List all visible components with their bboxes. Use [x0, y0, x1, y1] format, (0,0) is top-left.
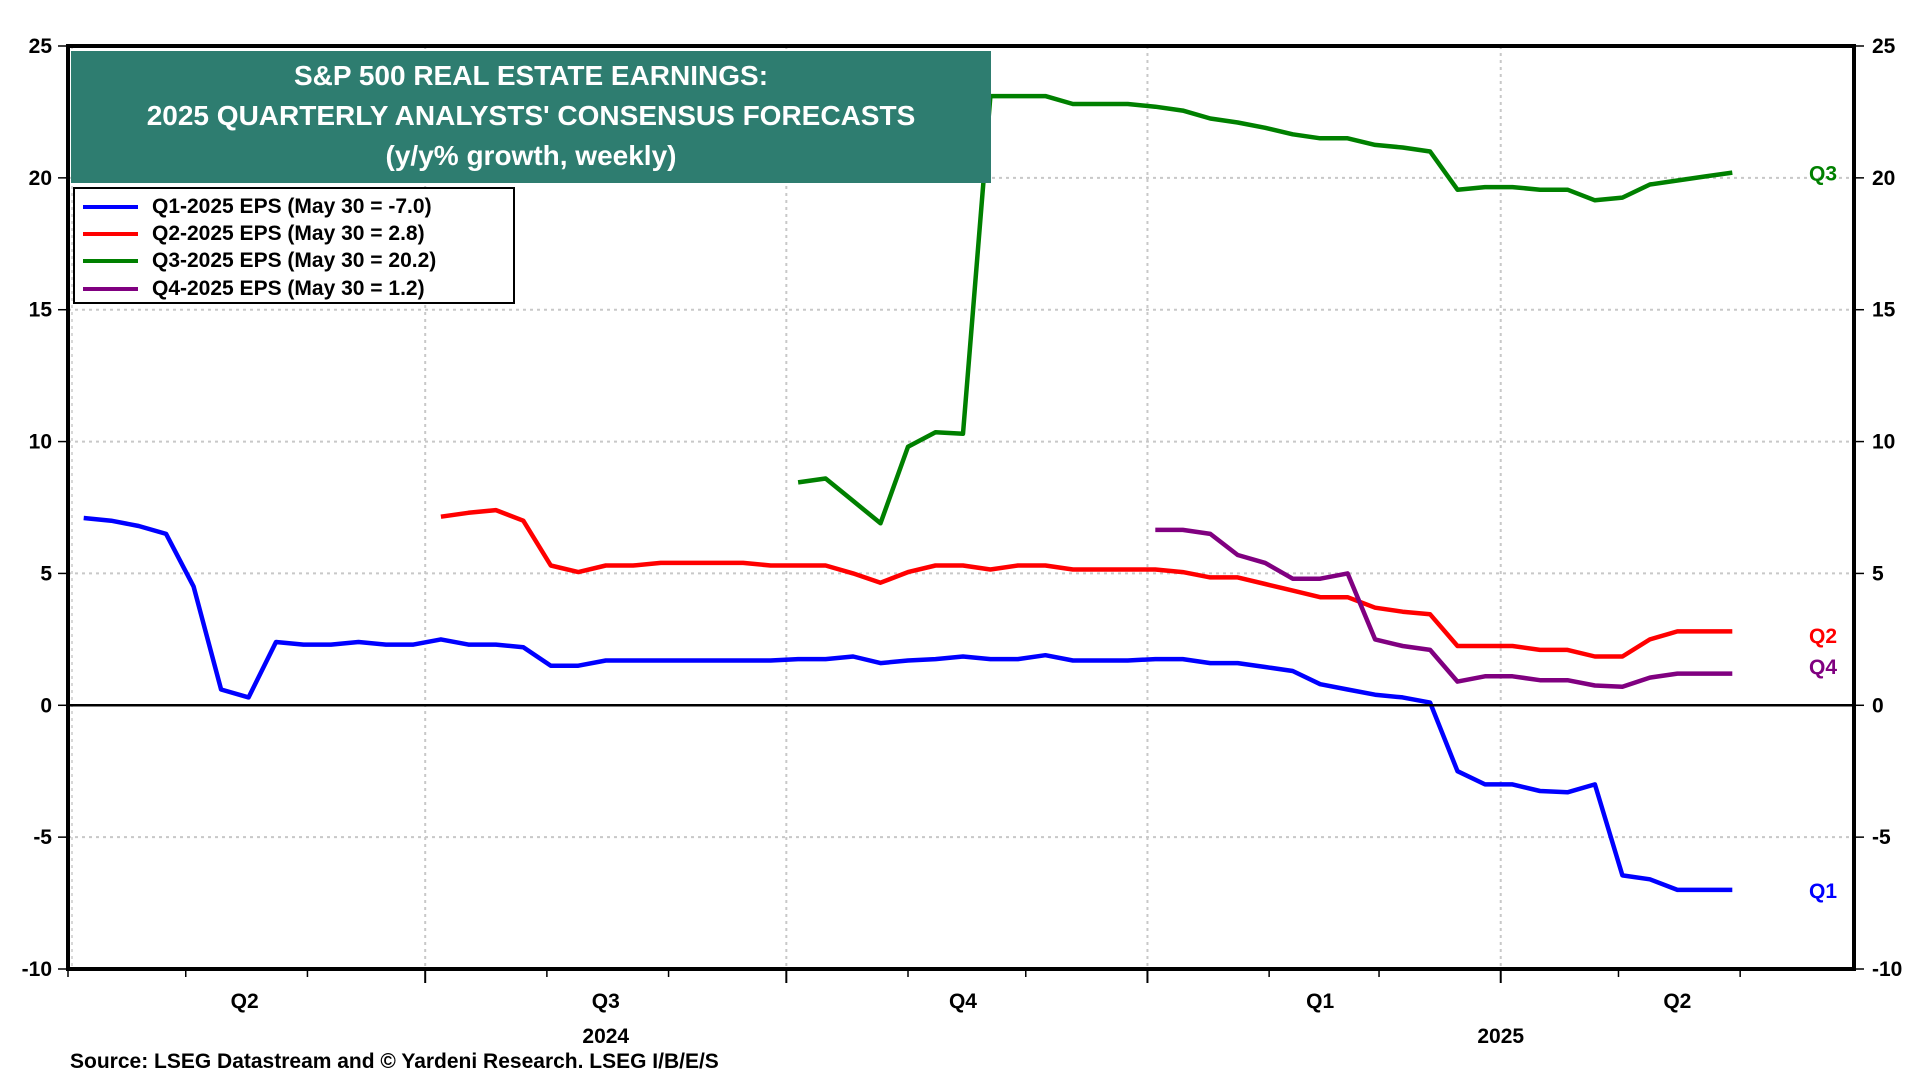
y-tick-label-right: 25: [1872, 35, 1896, 58]
plot-frame: [66, 44, 1856, 971]
chart-title-line1: S&P 500 REAL ESTATE EARNINGS:: [293, 60, 769, 91]
series-line-q2: [440, 507, 1733, 659]
legend-item-q4: Q4-2025 EPS (May 30 = 1.2): [75, 275, 513, 302]
axes: [66, 44, 1856, 971]
y-tick-label-right: 10: [1872, 431, 1895, 454]
y-tick-label-left: 15: [29, 299, 53, 322]
legend-swatch-q1: [83, 204, 138, 209]
y-tick-label-left: 10: [29, 431, 52, 454]
y-tick-label-right: 20: [1872, 167, 1895, 190]
y-tick-label-right: 0: [1872, 694, 1884, 717]
series-line-q1: [83, 515, 1733, 893]
x-year-label: 2024: [582, 1025, 629, 1048]
series-lines: [83, 93, 1733, 893]
legend-item-q3: Q3-2025 EPS (May 30 = 20.2): [75, 248, 513, 275]
legend-swatch-q2: [83, 231, 138, 236]
legend-label-q2: Q2-2025 EPS (May 30 = 2.8): [152, 221, 425, 245]
series-end-label-q4: Q4: [1809, 656, 1837, 679]
series-end-labels: Q1 Q2 Q3 Q4: [1809, 163, 1837, 903]
legend-item-q2: Q2-2025 EPS (May 30 = 2.8): [75, 220, 513, 247]
legend-swatch-q3: [83, 259, 138, 264]
legend-item-q1: Q1-2025 EPS (May 30 = -7.0): [75, 193, 513, 220]
chart-title-box: S&P 500 REAL ESTATE EARNINGS: 2025 QUART…: [71, 51, 991, 183]
source-note: Source: LSEG Datastream and © Yardeni Re…: [70, 1050, 719, 1073]
y-tick-label-left: 20: [29, 167, 52, 190]
x-quarter-label: Q3: [592, 990, 620, 1013]
legend-label-q1: Q1-2025 EPS (May 30 = -7.0): [152, 194, 432, 218]
x-quarter-label: Q1: [1306, 990, 1334, 1013]
legend-swatch-q4: [83, 286, 138, 291]
series-line-q3: [797, 93, 1733, 526]
chart-subtitle: (y/y% growth, weekly): [385, 140, 677, 171]
legend-label-q4: Q4-2025 EPS (May 30 = 1.2): [152, 276, 425, 300]
x-year-label: 2025: [1477, 1025, 1524, 1048]
series-end-label-q3: Q3: [1809, 163, 1837, 186]
y-tick-label-left: -5: [33, 826, 52, 849]
series-line-q4: [1155, 527, 1733, 690]
x-quarter-label: Q2: [231, 990, 259, 1013]
legend-label-q3: Q3-2025 EPS (May 30 = 20.2): [152, 249, 437, 273]
y-tick-label-right: 15: [1872, 299, 1896, 322]
y-tick-label-left: 0: [40, 694, 52, 717]
y-tick-label-right: 5: [1872, 562, 1884, 585]
x-quarter-label: Q2: [1663, 990, 1691, 1013]
series-end-label-q1: Q1: [1809, 880, 1837, 903]
x-quarter-label: Q4: [949, 990, 977, 1013]
y-tick-label-right: -10: [1872, 958, 1902, 981]
chart-title-line2: 2025 QUARTERLY ANALYSTS' CONSENSUS FOREC…: [146, 100, 916, 131]
y-tick-label-left: 5: [40, 562, 52, 585]
gridlines: [68, 46, 1854, 969]
y-tick-label-left: 25: [29, 35, 53, 58]
legend: Q1-2025 EPS (May 30 = -7.0) Q2-2025 EPS …: [73, 187, 515, 304]
axis-ticks: [58, 45, 1864, 983]
y-tick-label-left: -10: [22, 958, 52, 981]
y-tick-label-right: -5: [1872, 826, 1891, 849]
series-end-label-q2: Q2: [1809, 625, 1837, 648]
